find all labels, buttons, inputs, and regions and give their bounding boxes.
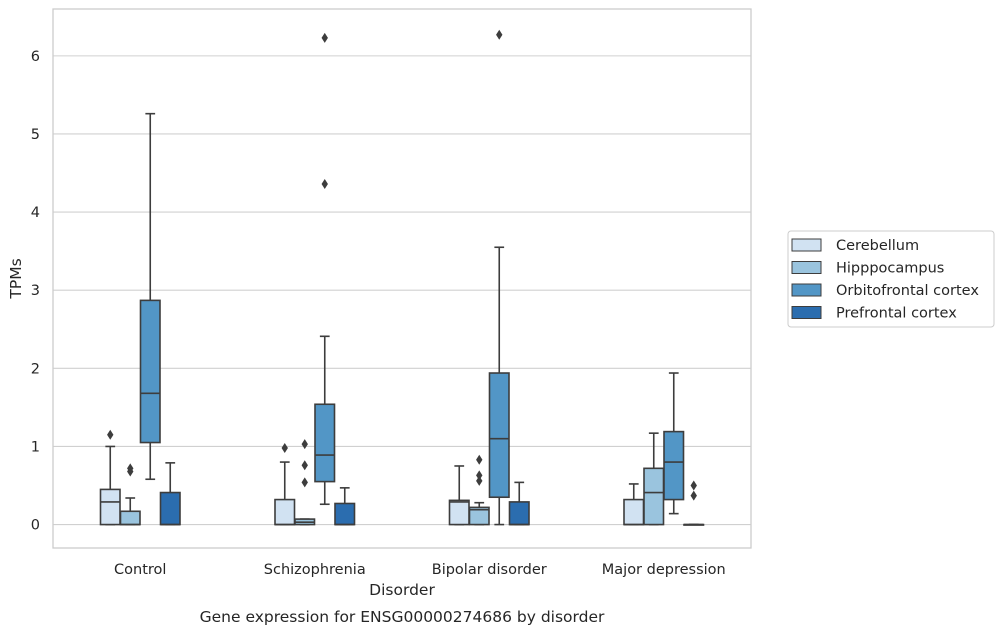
box-orbitofrontal-cortex	[314, 32, 336, 506]
box-orbitofrontal-cortex	[139, 112, 161, 481]
box-body	[119, 510, 141, 526]
legend: Cerebellum Hipppocampus Orbitofrontal cort…	[787, 230, 995, 328]
legend-swatch	[791, 261, 822, 274]
box-body	[159, 491, 181, 526]
outlier-point	[690, 480, 697, 491]
box-body	[139, 299, 161, 444]
box-body	[643, 467, 665, 526]
x-tick-label: Control	[114, 562, 166, 578]
boxes	[99, 29, 705, 526]
outlier-point	[127, 463, 134, 474]
figure-caption: Gene expression for ENSG00000274686 by d…	[200, 608, 605, 626]
box-body	[314, 403, 336, 483]
legend-swatch	[791, 283, 822, 297]
y-axis-title: TPMs	[7, 258, 25, 299]
outlier-point	[321, 178, 328, 189]
outlier-point	[301, 477, 308, 488]
box-body	[99, 488, 121, 526]
outlier-point	[476, 470, 483, 481]
outlier-point	[301, 439, 308, 450]
y-tick-label: 6	[31, 49, 40, 65]
grid-lines	[53, 55, 751, 526]
x-axis-title: Disorder	[369, 581, 435, 599]
x-tick-label: Major depression	[602, 562, 726, 578]
box-body	[334, 502, 356, 526]
box-hipppocampus	[643, 432, 665, 526]
y-tick-label: 3	[31, 283, 40, 299]
box-body	[508, 501, 530, 526]
legend-frame	[787, 230, 995, 328]
x-tick-labels: Control Schizophrenia Bipolar disorder Majo…	[114, 562, 726, 578]
box-cerebellum	[99, 429, 121, 526]
box-hipppocampus	[294, 439, 316, 526]
outlier-point	[690, 490, 697, 501]
outlier-point	[476, 454, 483, 465]
y-tick-label: 2	[31, 361, 40, 377]
legend-swatch	[791, 238, 822, 252]
box-body	[488, 372, 510, 499]
box-prefrontal-cortex	[159, 462, 181, 526]
box-body	[274, 498, 296, 526]
box-hipppocampus	[468, 454, 490, 526]
outlier-point	[496, 29, 503, 40]
box-prefrontal-cortex	[683, 480, 705, 526]
x-tick-label: Schizophrenia	[264, 562, 366, 578]
box-body	[663, 430, 685, 501]
box-cerebellum	[274, 443, 296, 526]
y-tick-label: 0	[31, 518, 40, 534]
box-prefrontal-cortex	[334, 487, 356, 526]
box-hipppocampus	[119, 463, 141, 526]
box-orbitofrontal-cortex	[663, 372, 685, 515]
box-body	[448, 499, 470, 526]
box-body	[468, 506, 490, 526]
outlier-point	[476, 475, 483, 486]
legend-label: Orbitofrontal cortex	[836, 283, 979, 299]
box-prefrontal-cortex	[508, 481, 530, 526]
outlier-point	[107, 429, 114, 440]
y-tick-labels: 0 1 2 3 4 5 6	[31, 49, 40, 534]
legend-label: Prefrontal cortex	[836, 306, 957, 322]
legend-label: Cerebellum	[836, 238, 919, 254]
outlier-point	[321, 32, 328, 43]
plot-frame	[52, 8, 752, 549]
box-body	[623, 498, 645, 526]
y-tick-label: 1	[31, 439, 40, 455]
legend-label: Hipppocampus	[836, 261, 944, 277]
box-cerebellum	[623, 483, 645, 526]
y-tick-label: 5	[31, 127, 40, 143]
outlier-point	[301, 460, 308, 471]
box-orbitofrontal-cortex	[488, 29, 510, 526]
y-tick-label: 4	[31, 205, 40, 221]
legend-swatch	[791, 306, 822, 319]
box-cerebellum	[448, 465, 470, 526]
outlier-point	[281, 443, 288, 454]
x-tick-label: Bipolar disorder	[432, 562, 547, 578]
